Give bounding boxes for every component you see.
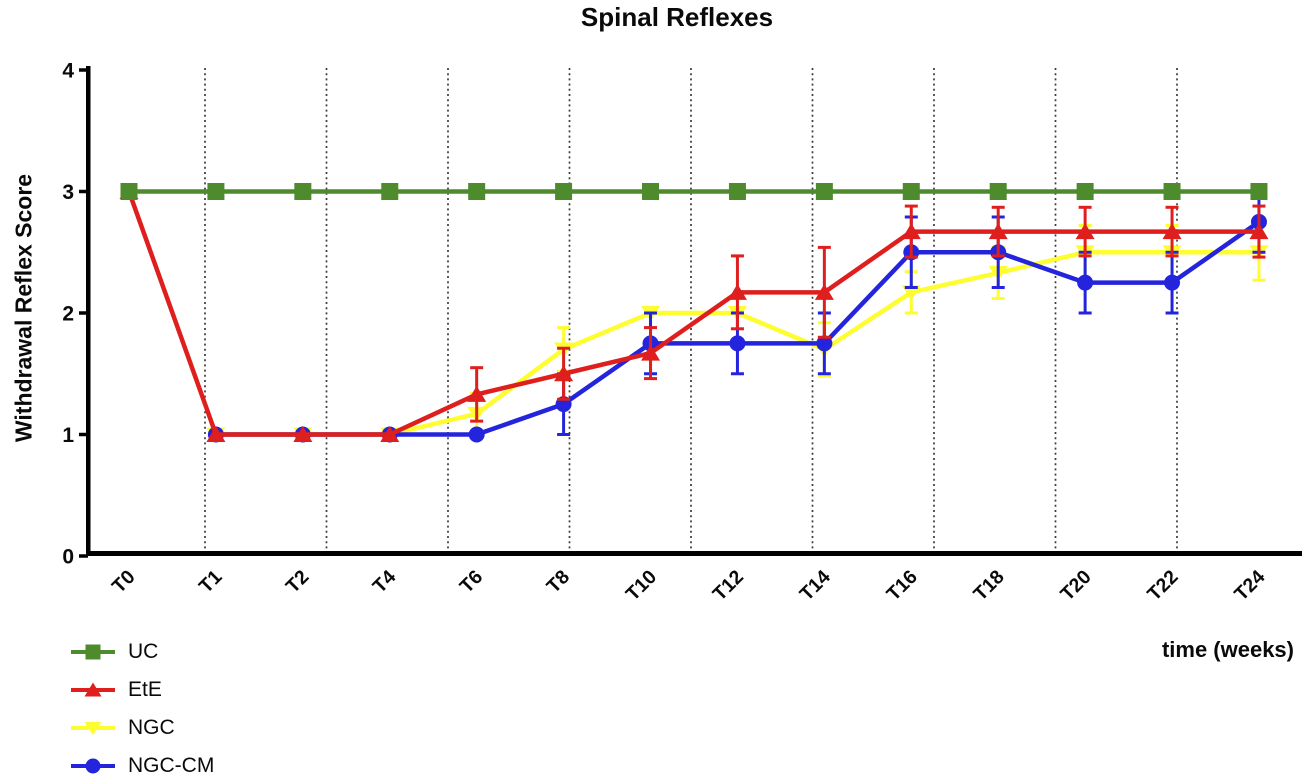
x-tick-label: T12 — [709, 566, 748, 605]
x-tick-label: T24 — [1230, 566, 1269, 605]
x-tick-label: T1 — [195, 566, 227, 598]
y-tick-label: 0 — [62, 546, 74, 569]
y-axis-ticks: 0 1 2 3 4 — [62, 60, 88, 569]
x-tick-label: T6 — [456, 566, 488, 598]
x-tick-label: T4 — [369, 566, 401, 598]
legend-item-ete: EtE — [70, 678, 214, 702]
x-tick-label: T14 — [796, 566, 835, 605]
uc-square-marker-icon — [71, 644, 115, 660]
y-axis-label: Withdrawal Reflex Score — [10, 173, 37, 443]
series-EtE — [119, 183, 1269, 442]
legend: UC EtE NGC NGC-CM — [70, 640, 214, 782]
legend-item-ngc: NGC — [70, 716, 214, 740]
legend-label-ete: EtE — [128, 678, 162, 701]
y-tick-label: 3 — [62, 181, 74, 204]
ete-triangle-marker-icon — [71, 682, 115, 697]
x-tick-label: T2 — [282, 566, 314, 598]
y-tick-label: 2 — [62, 303, 74, 326]
x-tick-label: T18 — [969, 566, 1008, 605]
y-tick-label: 1 — [62, 424, 74, 447]
x-tick-label: T10 — [622, 566, 661, 605]
legend-label-ngc-cm: NGC-CM — [128, 754, 215, 777]
legend-item-uc: UC — [70, 640, 214, 664]
ngc-cm-circle-marker-icon — [71, 758, 115, 774]
x-axis-tick-labels: T0 T1 T2 T4 T6 T8 T10 T12 T14 T16 T18 T20 T22 T24 — [108, 566, 1270, 605]
series-UC — [120, 183, 1268, 200]
legend-item-ngc-cm: NGC-CM — [70, 754, 214, 778]
x-tick-label: T16 — [882, 566, 921, 605]
chart-plot: 0 1 2 3 4 T0 T1 T2 T4 T6 T8 T10 T12 T14 T16 T18 T20 T22 T2… — [62, 60, 1302, 605]
ngc-triangle-down-marker-icon — [71, 722, 115, 735]
x-tick-label: T22 — [1143, 566, 1182, 605]
x-tick-label: T20 — [1056, 566, 1095, 605]
chart-title: Spinal Reflexes — [580, 2, 774, 32]
x-tick-label: T0 — [108, 566, 140, 598]
x-tick-label: T8 — [542, 566, 574, 598]
axes — [86, 66, 1302, 556]
vertical-gridlines — [204, 68, 1178, 551]
legend-label-uc: UC — [128, 640, 159, 663]
y-tick-label: 4 — [62, 60, 74, 83]
x-axis-label: time (weeks) — [1161, 637, 1294, 662]
legend-label-ngc: NGC — [128, 716, 175, 739]
